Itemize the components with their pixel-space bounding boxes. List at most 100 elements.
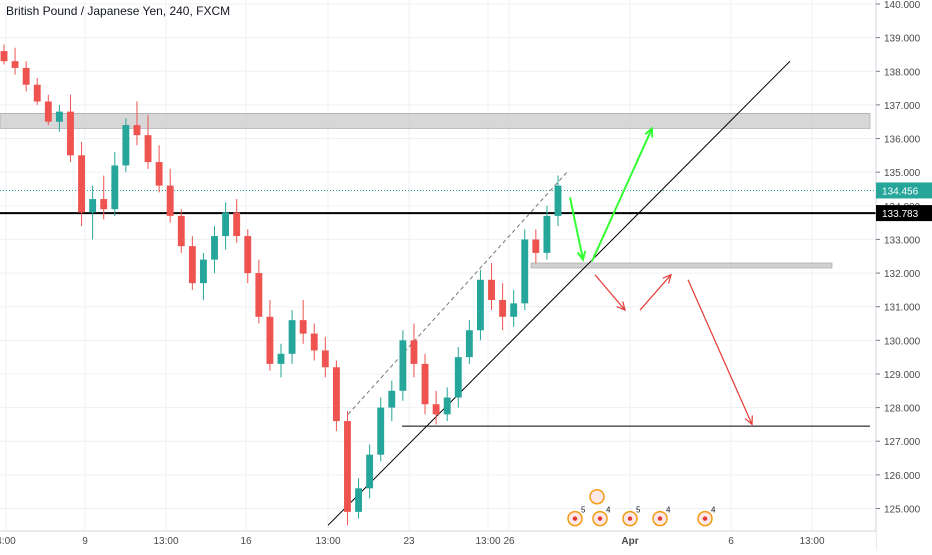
time-tick-label: 6 [728, 536, 734, 547]
candle [55, 111, 63, 122]
price-tick-label: 131.000 [884, 303, 921, 314]
candle [521, 239, 529, 304]
price-tick-label: 125.000 [884, 505, 921, 516]
candle [355, 488, 362, 512]
green-arrow-up-head [644, 126, 654, 138]
candle [288, 320, 296, 354]
candle [532, 239, 540, 253]
time-tick-label: 26 [503, 536, 515, 547]
time-tick-label: 13:00 [799, 536, 824, 547]
candle [344, 421, 351, 512]
red-arrow-target[interactable] [687, 279, 753, 425]
support-zone [530, 262, 833, 269]
candle [421, 363, 429, 405]
candle [543, 215, 551, 253]
time-tick-label: 13:00 [315, 536, 340, 547]
candle [122, 125, 130, 166]
price-tick-label: 139.000 [884, 34, 921, 45]
price-tick-label: 129.000 [884, 370, 921, 381]
candle [78, 155, 85, 213]
candle [310, 333, 318, 351]
time-tick-label: 4:00 [0, 536, 16, 547]
candle [443, 397, 451, 415]
price-tick-label: 133.000 [884, 235, 921, 246]
candle [510, 303, 518, 317]
candle [299, 320, 307, 334]
price-tick-label: 130.000 [884, 336, 921, 347]
event-dot-icon [572, 516, 578, 521]
candle [377, 407, 385, 455]
candle [67, 111, 74, 156]
channel-line [347, 171, 568, 415]
price-tick-label: 138.000 [884, 67, 921, 78]
event-flag-icon[interactable] [589, 488, 605, 505]
time-tick-label: Apr [621, 536, 638, 547]
candle [111, 165, 119, 210]
candle [332, 367, 340, 422]
candle [100, 199, 108, 210]
candle [477, 279, 484, 331]
event-dot-icon [597, 516, 603, 521]
green-arrow-down-head [576, 250, 587, 262]
candle [233, 212, 241, 237]
price-axis[interactable] [876, 0, 932, 550]
green-arrow-down[interactable] [569, 197, 584, 260]
candle [89, 199, 97, 213]
candle [399, 340, 407, 391]
price-tick-label: 136.000 [884, 135, 921, 146]
price-tick-label: 137.000 [884, 101, 921, 112]
candle [321, 350, 329, 368]
candle [255, 273, 263, 317]
event-count: 4 [666, 506, 671, 515]
time-tick-label: 13:00 [475, 536, 500, 547]
level-price-label: 133.783 [882, 209, 919, 220]
price-tick-label: 128.000 [884, 404, 921, 415]
price-tick-label: 135.000 [884, 168, 921, 179]
trendline[interactable] [327, 60, 791, 526]
candle [155, 162, 163, 186]
time-axis[interactable] [0, 531, 876, 550]
last-price-label: 134.456 [882, 186, 919, 197]
candle [554, 185, 562, 216]
candle [144, 135, 152, 163]
red-arrow-down[interactable] [594, 274, 626, 311]
event-dot-icon [657, 516, 663, 521]
green-arrow-up[interactable] [591, 128, 653, 262]
time-tick-label: 16 [240, 536, 252, 547]
price-tick-label: 140.000 [884, 0, 921, 11]
last-price-badge [876, 182, 932, 199]
red-arrow-down-head [616, 301, 626, 312]
candle [465, 330, 473, 358]
price-tick-label: 132.000 [884, 269, 921, 280]
candle [188, 246, 196, 284]
event-count: 4 [606, 506, 611, 515]
candle [244, 236, 252, 274]
red-arrow-up[interactable] [639, 274, 672, 311]
candle [432, 404, 440, 415]
event-count: 5 [636, 506, 641, 515]
candle [33, 84, 41, 102]
candle [410, 340, 418, 364]
candle [266, 316, 274, 364]
red-arrow-up-head [662, 273, 672, 284]
price-tick-label: 126.000 [884, 471, 921, 482]
time-tick-label: 9 [82, 536, 88, 547]
red-arrow-target-head [744, 415, 753, 426]
event-dot-icon [627, 516, 633, 521]
candle [277, 353, 285, 364]
candle [0, 51, 8, 62]
resistance-zone [0, 113, 871, 129]
event-count: 4 [711, 506, 716, 515]
candle [388, 390, 396, 408]
level-price-badge [876, 205, 932, 222]
event-count: 5 [581, 506, 586, 515]
candle [133, 125, 141, 136]
candle [366, 454, 374, 489]
candle [488, 279, 495, 300]
symbol-title: British Pound / Japanese Yen, 240, FXCM [6, 4, 231, 18]
candle [211, 236, 218, 260]
candle [200, 259, 207, 284]
price-tick-label: 127.000 [884, 437, 921, 448]
